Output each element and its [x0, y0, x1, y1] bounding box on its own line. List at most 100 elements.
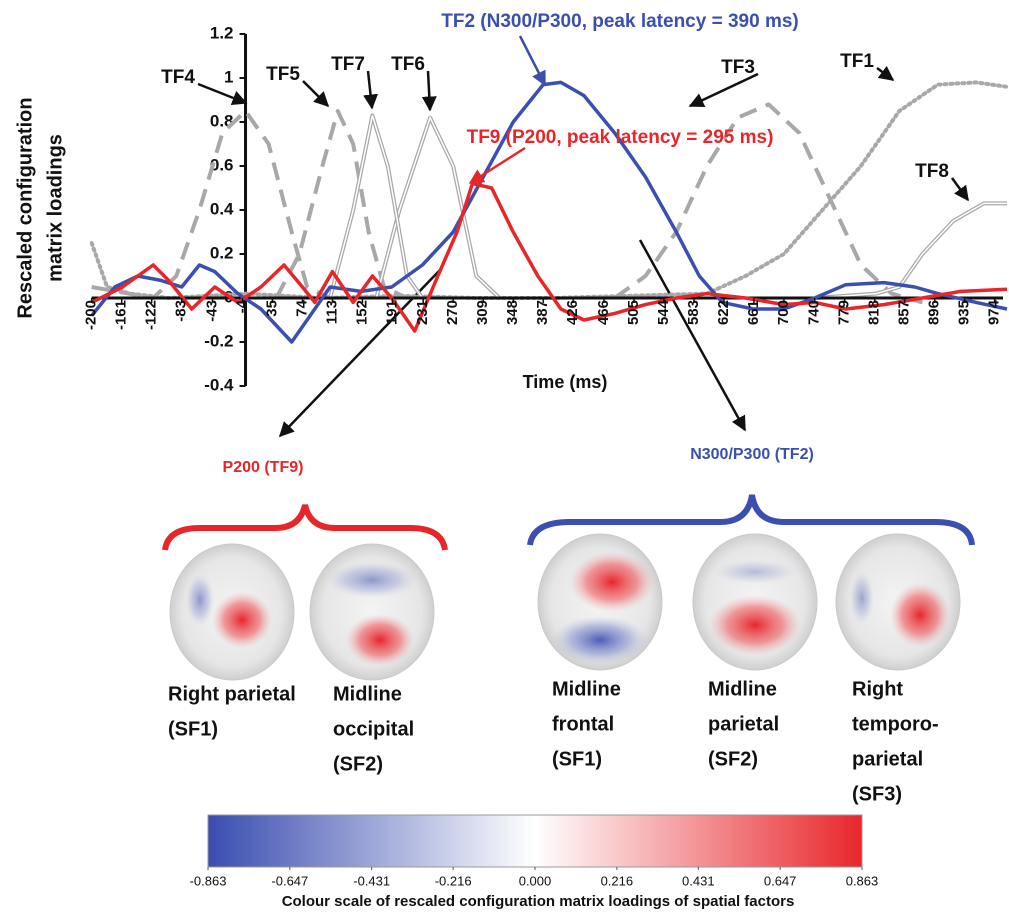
- label-arrow: [688, 72, 759, 108]
- x-tick-label: 896: [926, 300, 943, 325]
- map-label: frontal: [552, 713, 614, 735]
- series-label: TF7: [331, 54, 365, 75]
- label-arrow: [363, 70, 379, 110]
- x-tick-label: -4: [233, 299, 250, 313]
- scalp-map: [692, 533, 818, 671]
- series-line: [328, 113, 425, 300]
- series-line: [613, 102, 923, 305]
- map-label: Midline: [333, 683, 402, 705]
- colorbar-label: Colour scale of rescaled configuration m…: [282, 893, 795, 910]
- x-tick-label: 309: [474, 300, 491, 325]
- map-label: (SF1): [168, 718, 218, 740]
- colorbar-tick-label: 0.647: [764, 873, 797, 888]
- x-tick-label: -83: [173, 300, 190, 322]
- series-line: [90, 181, 1008, 333]
- map-label: parietal: [852, 748, 923, 770]
- arrow: [638, 239, 747, 432]
- y-tick-label: -0.4: [204, 375, 234, 394]
- x-tick-label: 35: [263, 300, 280, 317]
- x-tick-label: 231: [414, 300, 431, 325]
- label-arrow: [421, 70, 437, 112]
- x-tick-label: 544: [655, 299, 672, 325]
- x-tick-label: 779: [836, 300, 853, 325]
- x-tick-label: 661: [745, 300, 762, 325]
- colorbar-tick-label: -0.431: [353, 873, 390, 888]
- colorbar-tick-label: 0.431: [682, 873, 715, 888]
- group-title: P200 (TF9): [223, 459, 304, 476]
- y-tick-label: 1: [224, 67, 233, 86]
- map-label: Right: [852, 678, 903, 700]
- colorbar-tick-label: 0.216: [601, 873, 634, 888]
- map-label: (SF1): [552, 748, 602, 770]
- scalp-map: [537, 533, 663, 671]
- colorbar-tick-label: 0.000: [519, 873, 552, 888]
- x-tick-label: 152: [353, 300, 370, 325]
- map-label: Midline: [552, 678, 621, 700]
- annotation: TF9 (P200, peak latency = 295 ms): [467, 127, 774, 148]
- x-tick-label: 622: [715, 300, 732, 325]
- series-label: TF6: [391, 54, 425, 75]
- x-tick-label: 348: [504, 300, 521, 325]
- colorbar-tick-label: -0.216: [435, 873, 472, 888]
- x-tick-label: 426: [564, 300, 581, 325]
- map-label: parietal: [708, 713, 779, 735]
- scalp-map: [309, 543, 435, 681]
- series-line-core: [814, 202, 1007, 299]
- x-tick-label: 857: [896, 300, 913, 325]
- y-axis-label: Rescaled configuration: [14, 97, 36, 318]
- series-label: TF8: [915, 161, 949, 182]
- x-tick-label: 113: [323, 300, 340, 324]
- group-title: N300/P300 (TF2): [690, 446, 814, 463]
- series-label: TF5: [266, 64, 300, 85]
- x-tick-label: 740: [806, 300, 823, 325]
- y-tick-label: 0.6: [210, 155, 234, 174]
- x-tick-label: -122: [143, 300, 160, 330]
- annotation-arrow: [468, 146, 526, 185]
- brace: [162, 504, 448, 551]
- colorbar-tick-label: 0.863: [846, 873, 879, 888]
- label-arrow: [876, 65, 895, 81]
- x-tick-label: 974: [986, 299, 1003, 325]
- series-line-core: [329, 115, 424, 299]
- label-arrow: [950, 177, 970, 202]
- series-line: [274, 109, 408, 300]
- x-tick-label: 387: [534, 300, 551, 325]
- y-axis-label: matrix loadings: [44, 134, 66, 282]
- x-tick-label: 700: [775, 300, 792, 325]
- label-arrow: [302, 80, 330, 108]
- series-line: [91, 109, 331, 300]
- brace: [527, 494, 975, 546]
- annotation-arrow: [518, 35, 547, 87]
- colorbar-tick-label: -0.863: [190, 873, 227, 888]
- x-tick-label: -43: [203, 300, 220, 322]
- map-label: (SF2): [333, 753, 383, 775]
- x-tick-label: 505: [625, 300, 642, 325]
- colorbar-tick-label: -0.647: [271, 873, 308, 888]
- x-tick-label: 191: [383, 300, 400, 325]
- series-line: [90, 80, 1008, 344]
- map-label: Right parietal: [168, 683, 296, 705]
- x-tick-label: -200: [83, 300, 100, 330]
- annotation: TF2 (N300/P300, peak latency = 390 ms): [441, 11, 799, 32]
- y-tick-label: 0.4: [210, 199, 234, 218]
- y-tick-label: -0.2: [204, 331, 233, 350]
- x-tick-label: 818: [866, 300, 883, 325]
- x-tick-label: 935: [956, 300, 973, 325]
- x-tick-label: 466: [595, 300, 612, 325]
- colorbar: [207, 814, 863, 868]
- map-label: occipital: [333, 718, 414, 740]
- map-label: (SF2): [708, 748, 758, 770]
- scalp-map: [169, 543, 295, 681]
- y-tick-label: 0.2: [210, 243, 234, 262]
- x-tick-label: 74: [293, 299, 310, 316]
- x-tick-label: 270: [444, 300, 461, 325]
- map-label: temporo-: [852, 713, 939, 735]
- label-arrow: [197, 82, 248, 106]
- series-label: TF4: [161, 67, 195, 88]
- series-label: TF3: [721, 57, 755, 78]
- x-axis-label: Time (ms): [523, 372, 608, 392]
- x-tick-label: -161: [113, 300, 130, 330]
- y-tick-label: 1.2: [210, 23, 234, 42]
- x-tick-label: 583: [685, 300, 702, 325]
